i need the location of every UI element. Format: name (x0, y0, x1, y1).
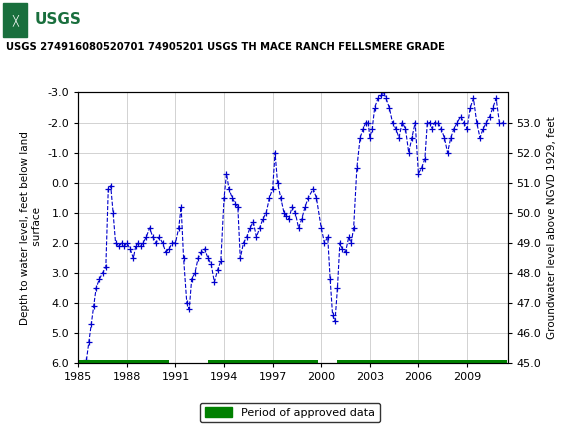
Text: ╳: ╳ (12, 14, 18, 26)
FancyBboxPatch shape (3, 3, 93, 37)
Y-axis label: Depth to water level, feet below land
 surface: Depth to water level, feet below land su… (20, 131, 42, 325)
Bar (208, 360, 318, 367)
Legend: Period of approved data: Period of approved data (200, 403, 380, 422)
Bar (338, 360, 508, 367)
Text: USGS 274916080520701 74905201 USGS TH MACE RANCH FELLSMERE GRADE: USGS 274916080520701 74905201 USGS TH MA… (6, 42, 445, 52)
FancyBboxPatch shape (3, 3, 27, 37)
Bar (78, 360, 169, 367)
Y-axis label: Groundwater level above NGVD 1929, feet: Groundwater level above NGVD 1929, feet (547, 117, 557, 339)
Text: USGS: USGS (35, 12, 81, 28)
